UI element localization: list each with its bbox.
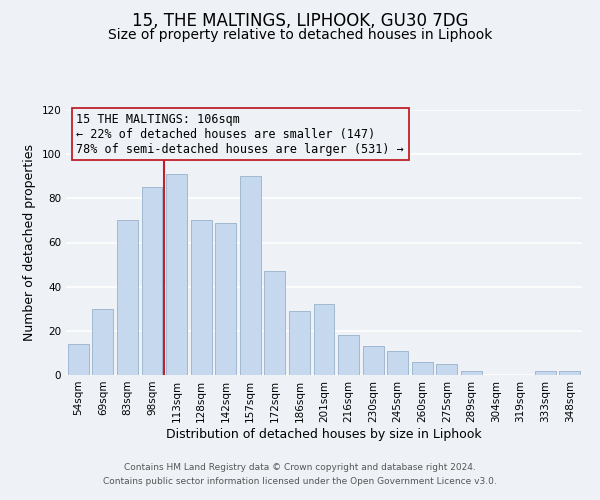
Bar [535,370,556,375]
Bar [387,350,408,375]
Text: Contains HM Land Registry data © Crown copyright and database right 2024.: Contains HM Land Registry data © Crown c… [124,464,476,472]
Text: Size of property relative to detached houses in Liphook: Size of property relative to detached ho… [108,28,492,42]
Y-axis label: Number of detached properties: Number of detached properties [23,144,36,341]
Bar [215,222,236,375]
Bar [362,346,383,375]
Bar [142,188,163,375]
Bar [92,308,113,375]
Bar [68,344,89,375]
Bar [412,362,433,375]
Bar [166,174,187,375]
Bar [289,311,310,375]
Bar [559,370,580,375]
Bar [191,220,212,375]
Text: 15, THE MALTINGS, LIPHOOK, GU30 7DG: 15, THE MALTINGS, LIPHOOK, GU30 7DG [132,12,468,30]
Bar [314,304,334,375]
Text: Contains public sector information licensed under the Open Government Licence v3: Contains public sector information licen… [103,477,497,486]
X-axis label: Distribution of detached houses by size in Liphook: Distribution of detached houses by size … [166,428,482,440]
Bar [461,370,482,375]
Bar [338,335,359,375]
Bar [265,271,286,375]
Bar [117,220,138,375]
Bar [240,176,261,375]
Text: 15 THE MALTINGS: 106sqm
← 22% of detached houses are smaller (147)
78% of semi-d: 15 THE MALTINGS: 106sqm ← 22% of detache… [76,112,404,156]
Bar [436,364,457,375]
